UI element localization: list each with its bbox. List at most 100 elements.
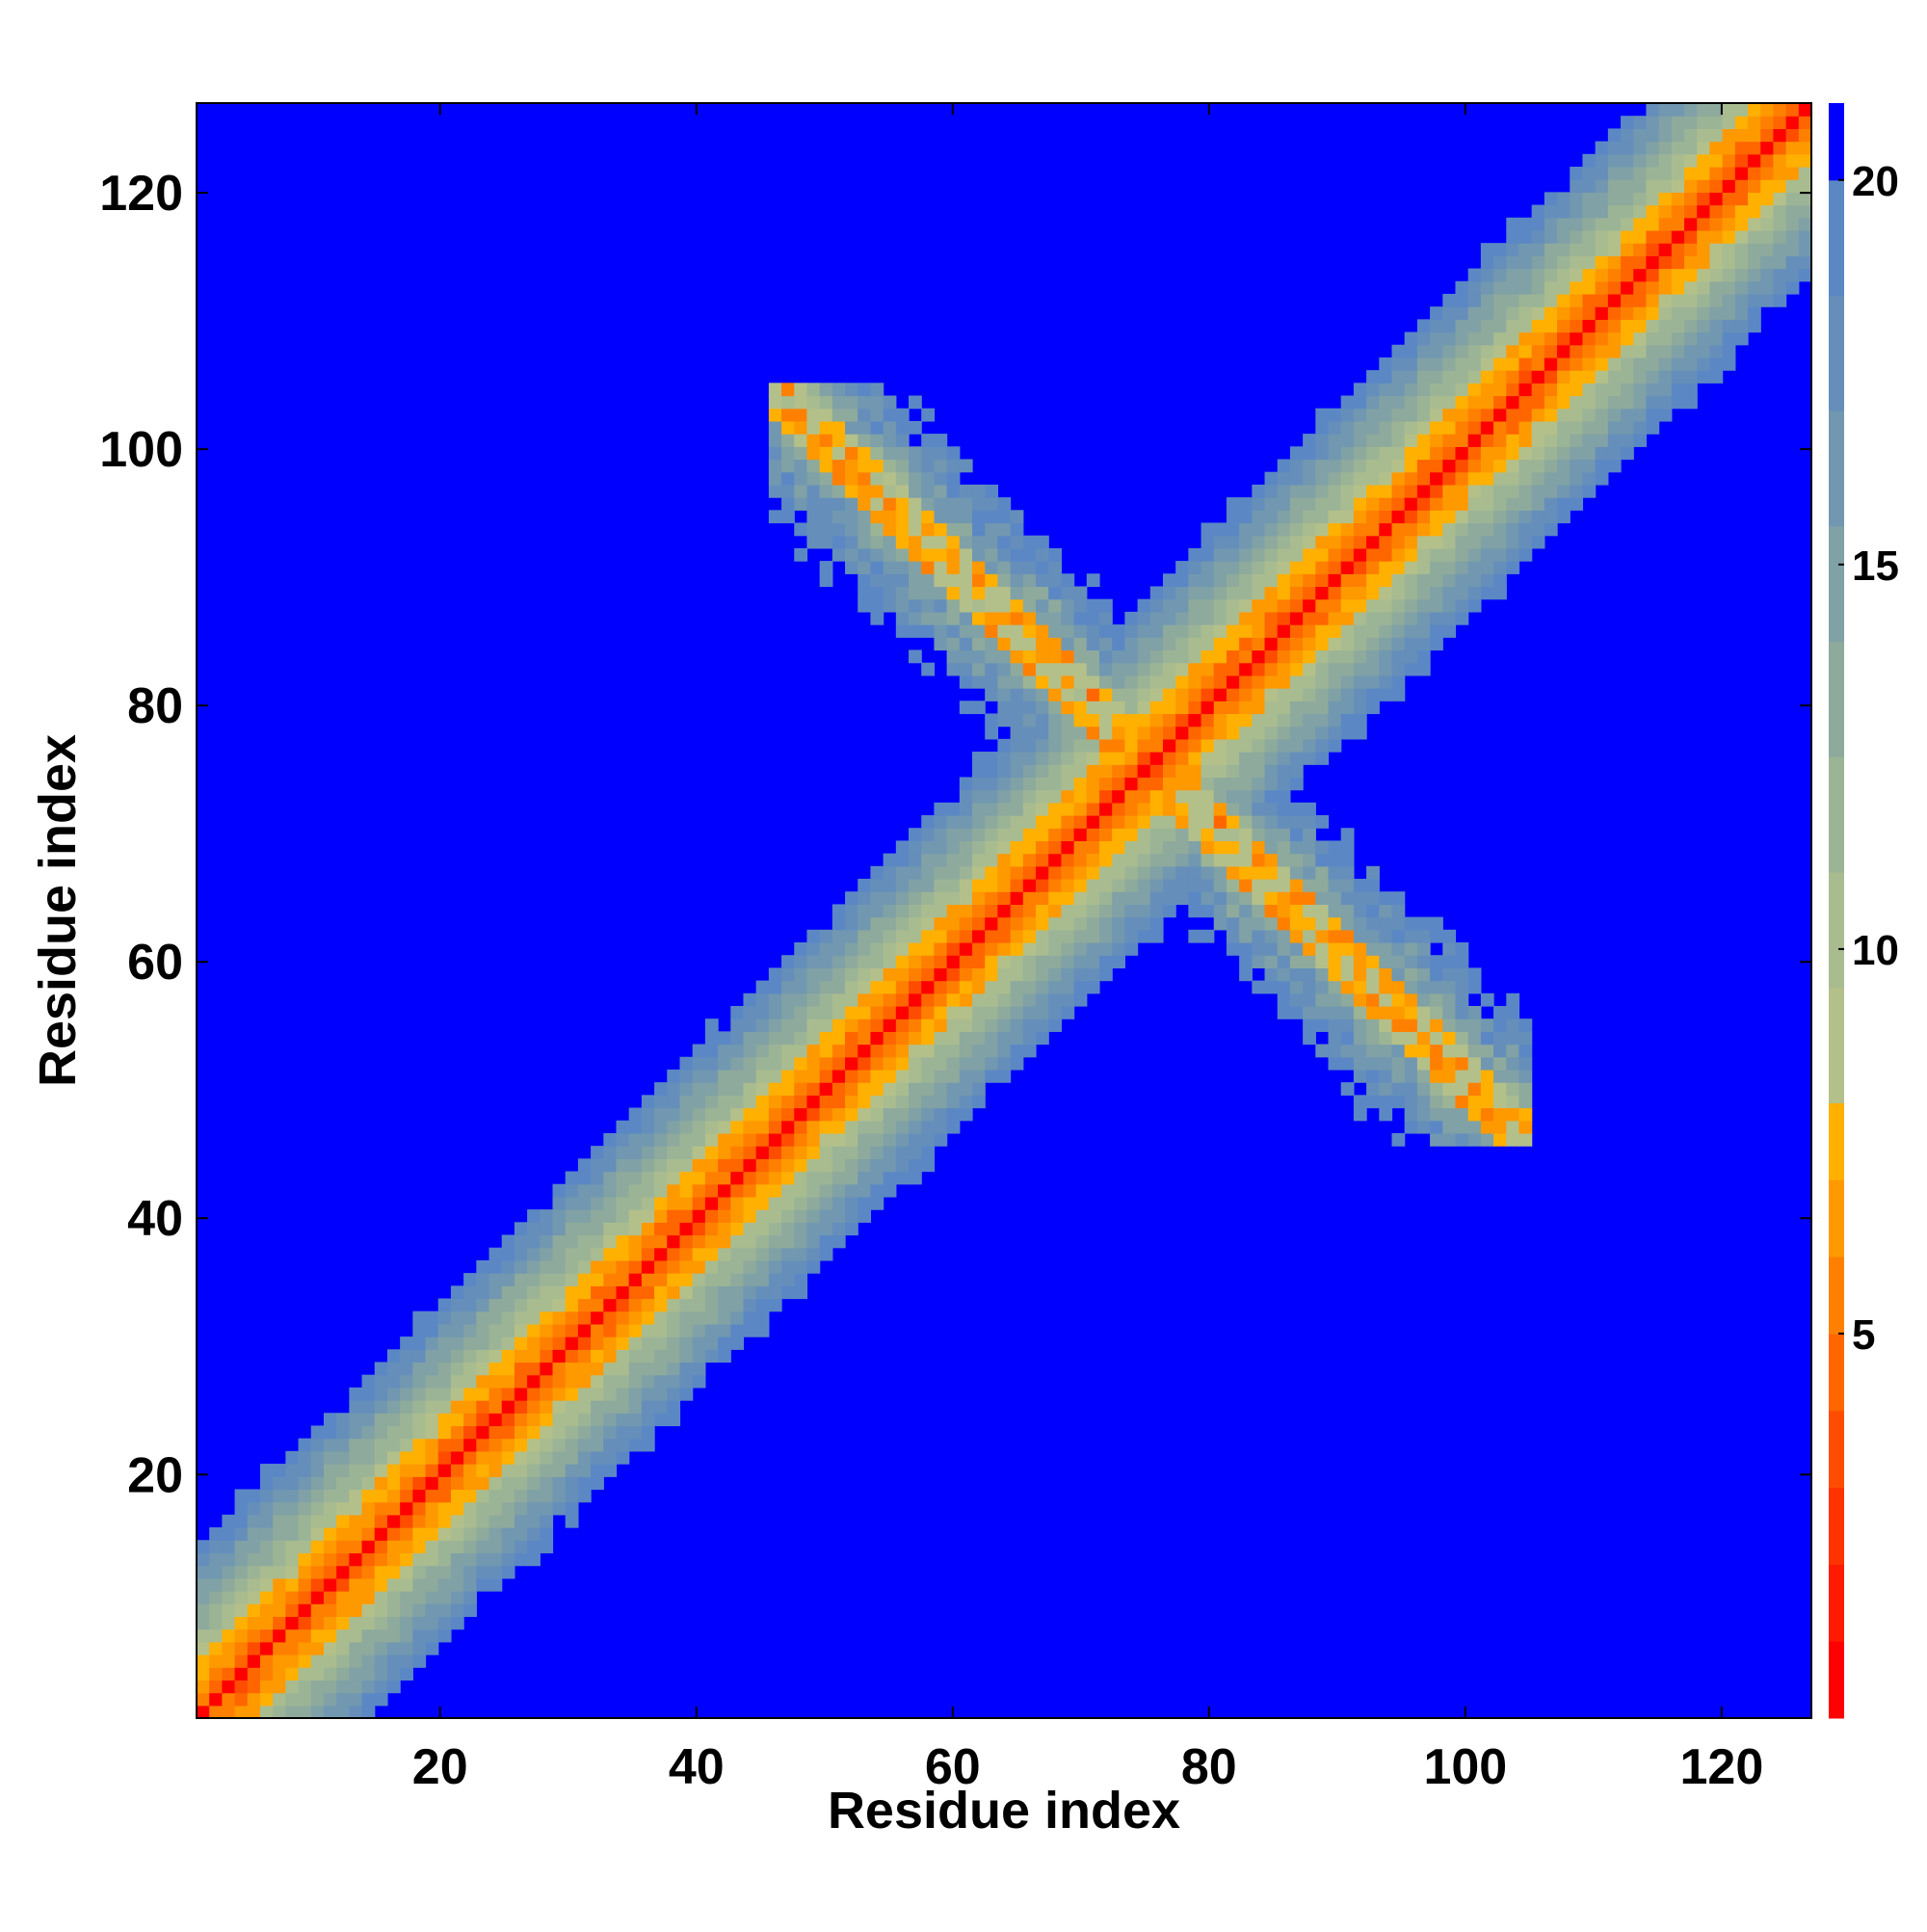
heatmap-cell xyxy=(1303,738,1316,753)
heatmap-cell xyxy=(985,955,998,968)
heatmap-cell xyxy=(1226,815,1240,829)
heatmap-cell xyxy=(603,1132,618,1147)
heatmap-cell xyxy=(972,675,986,689)
heatmap-cell xyxy=(1086,637,1100,651)
heatmap-cell xyxy=(704,1082,719,1096)
heatmap-cell xyxy=(1442,1095,1457,1109)
heatmap-cell xyxy=(247,1489,261,1503)
heatmap-cell xyxy=(806,535,821,549)
heatmap-cell xyxy=(1366,598,1380,613)
heatmap-cell xyxy=(565,1400,579,1414)
heatmap-cell xyxy=(1239,929,1253,943)
heatmap-cell xyxy=(1531,408,1545,422)
heatmap-cell xyxy=(972,637,986,651)
heatmap-cell xyxy=(1430,1019,1443,1032)
heatmap-cell xyxy=(985,1005,998,1019)
heatmap-cell xyxy=(1073,904,1088,918)
heatmap-cell xyxy=(909,510,922,524)
heatmap-cell xyxy=(934,992,948,1007)
heatmap-cell xyxy=(1303,726,1316,740)
heatmap-cell xyxy=(909,865,922,880)
heatmap-cell xyxy=(1671,166,1685,180)
heatmap-cell xyxy=(1785,229,1800,244)
heatmap-cell xyxy=(1188,802,1202,816)
heatmap-cell xyxy=(361,1413,376,1427)
heatmap-cell xyxy=(1073,662,1088,676)
heatmap-cell xyxy=(298,1476,312,1491)
heatmap-cell xyxy=(997,865,1012,880)
heatmap-cell xyxy=(1061,764,1075,779)
heatmap-cell xyxy=(628,1222,643,1236)
heatmap-cell xyxy=(1518,1082,1533,1096)
x-axis-label: Residue index xyxy=(828,1782,1180,1839)
heatmap-cell xyxy=(1252,535,1266,549)
heatmap-cell xyxy=(909,1056,922,1071)
heatmap-cell xyxy=(1671,280,1685,295)
heatmap-cell xyxy=(806,522,821,537)
heatmap-cell xyxy=(488,1310,503,1325)
heatmap-cell xyxy=(577,1158,592,1173)
heatmap-cell xyxy=(437,1450,452,1465)
heatmap-cell xyxy=(1621,420,1634,435)
heatmap-cell xyxy=(273,1667,286,1681)
heatmap-cell xyxy=(552,1285,567,1300)
heatmap-cell xyxy=(1595,243,1609,256)
heatmap-cell xyxy=(1582,166,1597,180)
heatmap-cell xyxy=(1595,471,1609,486)
heatmap-cell xyxy=(1277,764,1291,779)
heatmap-cell xyxy=(1722,217,1736,231)
heatmap-cell xyxy=(997,891,1012,905)
heatmap-cell xyxy=(1760,217,1775,231)
heatmap-cell xyxy=(1213,853,1227,867)
heatmap-cell xyxy=(552,1234,567,1249)
heatmap-cell xyxy=(1213,586,1227,600)
heatmap-cell xyxy=(1086,929,1100,943)
heatmap-cell xyxy=(1340,865,1355,880)
heatmap-cell xyxy=(1557,420,1571,435)
heatmap-cell xyxy=(1722,268,1736,282)
heatmap-cell xyxy=(641,1400,655,1414)
heatmap-cell xyxy=(1506,1069,1520,1083)
heatmap-cell xyxy=(222,1527,236,1541)
heatmap-cell xyxy=(909,535,922,549)
heatmap-cell xyxy=(1366,446,1380,461)
heatmap-cell xyxy=(349,1476,363,1491)
heatmap-cell xyxy=(909,916,922,931)
heatmap-cell xyxy=(1607,357,1622,371)
heatmap-cell xyxy=(1137,701,1151,715)
heatmap-cell xyxy=(794,547,808,562)
heatmap-cell xyxy=(222,1616,236,1630)
heatmap-cell xyxy=(463,1285,477,1300)
heatmap-cell xyxy=(1073,688,1088,701)
heatmap-cell xyxy=(1633,153,1648,168)
heatmap-cell xyxy=(1480,280,1494,295)
heatmap-cell xyxy=(298,1577,312,1592)
heatmap-cell xyxy=(1467,471,1482,486)
heatmap-cell xyxy=(667,1082,681,1096)
heatmap-cell xyxy=(1455,459,1469,473)
heatmap-cell xyxy=(1607,141,1622,155)
heatmap-cell xyxy=(1277,701,1291,715)
heatmap-cell xyxy=(577,1234,592,1249)
heatmap-cell xyxy=(1430,916,1443,931)
heatmap-cell xyxy=(781,1222,795,1236)
heatmap-cell xyxy=(450,1527,464,1541)
heatmap-cell xyxy=(667,1247,681,1261)
heatmap-cell xyxy=(1455,357,1469,371)
heatmap-cell xyxy=(1010,904,1024,918)
heatmap-cell xyxy=(1252,611,1266,625)
heatmap-cell xyxy=(781,471,795,486)
heatmap-cell xyxy=(1646,293,1660,307)
heatmap-cell xyxy=(591,1400,604,1414)
heatmap-cell xyxy=(1404,1107,1418,1122)
heatmap-cell xyxy=(1239,675,1253,689)
heatmap-cell xyxy=(909,1005,922,1019)
heatmap-cell xyxy=(323,1603,337,1618)
heatmap-cell xyxy=(1162,611,1176,625)
heatmap-cell xyxy=(1328,955,1342,968)
heatmap-cell xyxy=(1289,662,1304,676)
heatmap-cell xyxy=(1213,789,1227,804)
heatmap-cell xyxy=(1391,561,1406,574)
heatmap-cell xyxy=(259,1591,274,1604)
heatmap-cell xyxy=(730,1298,745,1312)
